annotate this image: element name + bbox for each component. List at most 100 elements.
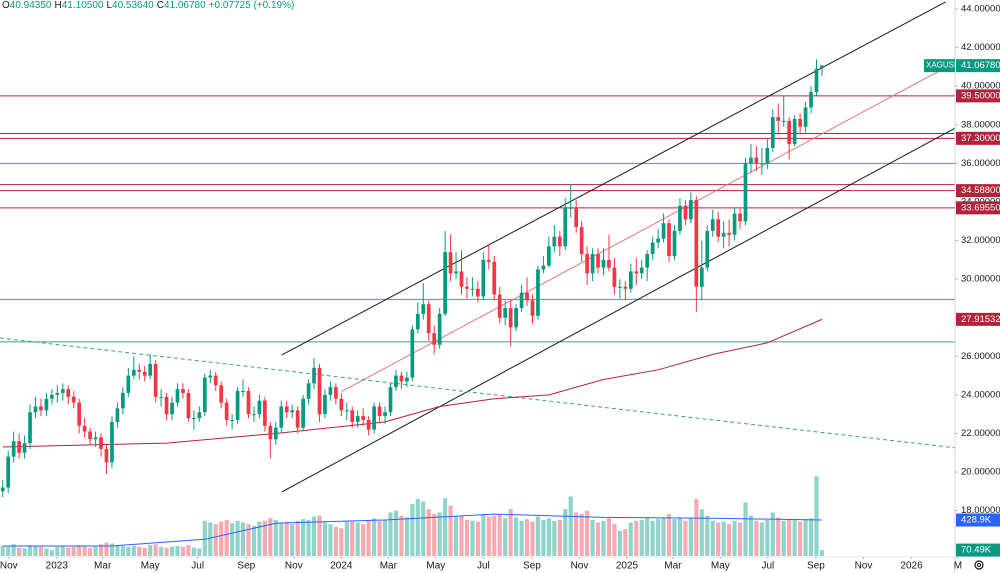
volume-last-label-box — [956, 543, 1000, 557]
volume-bar — [159, 546, 164, 556]
volume-bar — [514, 517, 519, 556]
candle-body — [131, 369, 136, 376]
volume-bar — [798, 521, 803, 556]
x-tick-label: Sep — [523, 561, 541, 572]
x-tick-label: Nov — [855, 561, 873, 572]
candle-body — [508, 308, 513, 328]
volume-bar — [88, 547, 93, 556]
candle-body — [760, 163, 764, 165]
ohlc-key: L — [106, 0, 113, 11]
gear[interactable] — [974, 560, 984, 570]
candle-body — [323, 394, 327, 415]
volume-bar — [541, 519, 546, 556]
candle-body — [317, 367, 322, 415]
candle-body — [399, 375, 404, 382]
x-tick-label: Nov — [0, 561, 18, 572]
x-tick-label: Mar — [380, 561, 398, 572]
volume-bar — [219, 521, 224, 556]
y-tick-label: 42.00000 — [961, 42, 1000, 53]
volume-bar — [639, 519, 644, 556]
volume-last-label: 70.49K — [961, 545, 992, 556]
candle-body — [519, 292, 524, 309]
volume-bar — [98, 544, 104, 556]
candle-body — [727, 232, 731, 235]
ohlc-key: O — [2, 0, 10, 11]
candle-body — [667, 223, 671, 256]
volume-bar — [574, 512, 579, 556]
volume-bar — [808, 518, 814, 556]
candle-body — [596, 254, 600, 268]
candle-body — [28, 412, 32, 444]
candle-body — [689, 200, 693, 220]
volume-bar — [393, 510, 399, 556]
candle-body — [683, 205, 688, 220]
candle-body — [541, 265, 546, 270]
volume-bar — [49, 550, 54, 556]
volume-bar — [568, 496, 573, 556]
candle-body — [257, 400, 262, 415]
candle-body — [126, 375, 131, 393]
x-tick-label: 2025 — [616, 561, 639, 572]
volume-bar — [295, 520, 300, 556]
candle-body — [44, 398, 49, 411]
volume-ma-label-box — [956, 513, 1000, 527]
candle-body — [339, 398, 344, 411]
candle-body — [202, 377, 207, 413]
volume-bar — [486, 516, 491, 556]
candle-body — [476, 288, 480, 297]
x-tick-label: 2024 — [330, 561, 353, 572]
settings-icon[interactable] — [974, 560, 984, 570]
candle-body — [104, 448, 109, 463]
volume-bar — [666, 514, 672, 556]
candle-body — [820, 65, 824, 69]
candle-body — [803, 107, 808, 127]
candle-body — [754, 157, 759, 164]
candle-body — [650, 242, 655, 255]
candle-body — [301, 398, 305, 428]
ohlc-value: 40.94350 — [9, 0, 52, 11]
volume-bar — [104, 542, 109, 556]
x-tick-label: M — [954, 561, 962, 572]
volume-bar — [197, 548, 202, 556]
x-tick-label: Jul — [477, 561, 490, 572]
volume-bar — [623, 529, 628, 556]
candle-body — [732, 213, 737, 235]
candle-body — [563, 207, 568, 247]
volume-bar — [333, 526, 338, 556]
volume-bar — [464, 519, 470, 556]
volume-bar — [11, 544, 16, 556]
candle-body — [33, 406, 38, 413]
symbol-box — [924, 59, 955, 73]
candle-body — [99, 437, 103, 449]
volume-bar — [279, 522, 284, 556]
candle-body — [328, 387, 333, 395]
ohlc-value: 41.10500 — [61, 0, 104, 11]
volume-bar — [617, 530, 622, 556]
volume-bar — [202, 520, 207, 556]
price-line-label: 34.58800 — [961, 185, 1000, 196]
candle-body — [252, 414, 256, 416]
candle-body — [787, 120, 792, 145]
trendline — [341, 62, 955, 393]
volume-bar — [115, 545, 120, 556]
candle-body — [415, 313, 420, 330]
candle-body — [437, 313, 442, 345]
x-tick-label: Nov — [571, 561, 589, 572]
price-change: +0.07725 (+0.19%) — [208, 0, 295, 11]
gear-center[interactable] — [977, 563, 981, 567]
volume-bar — [612, 524, 617, 556]
candle-body — [514, 308, 518, 328]
candle-body — [792, 119, 797, 145]
volume-bar — [180, 546, 186, 556]
y-tick-label: 20.00000 — [961, 467, 1000, 478]
volume-bar — [27, 545, 33, 556]
candle-body — [814, 68, 819, 93]
volume-bar — [519, 520, 524, 556]
volume-bar — [443, 498, 448, 556]
candle-body — [6, 456, 11, 488]
candle-body — [443, 252, 447, 314]
volume-bar — [765, 519, 770, 556]
volume-bar — [284, 521, 289, 556]
volume-bar — [710, 520, 715, 556]
volume-bar — [344, 521, 349, 556]
